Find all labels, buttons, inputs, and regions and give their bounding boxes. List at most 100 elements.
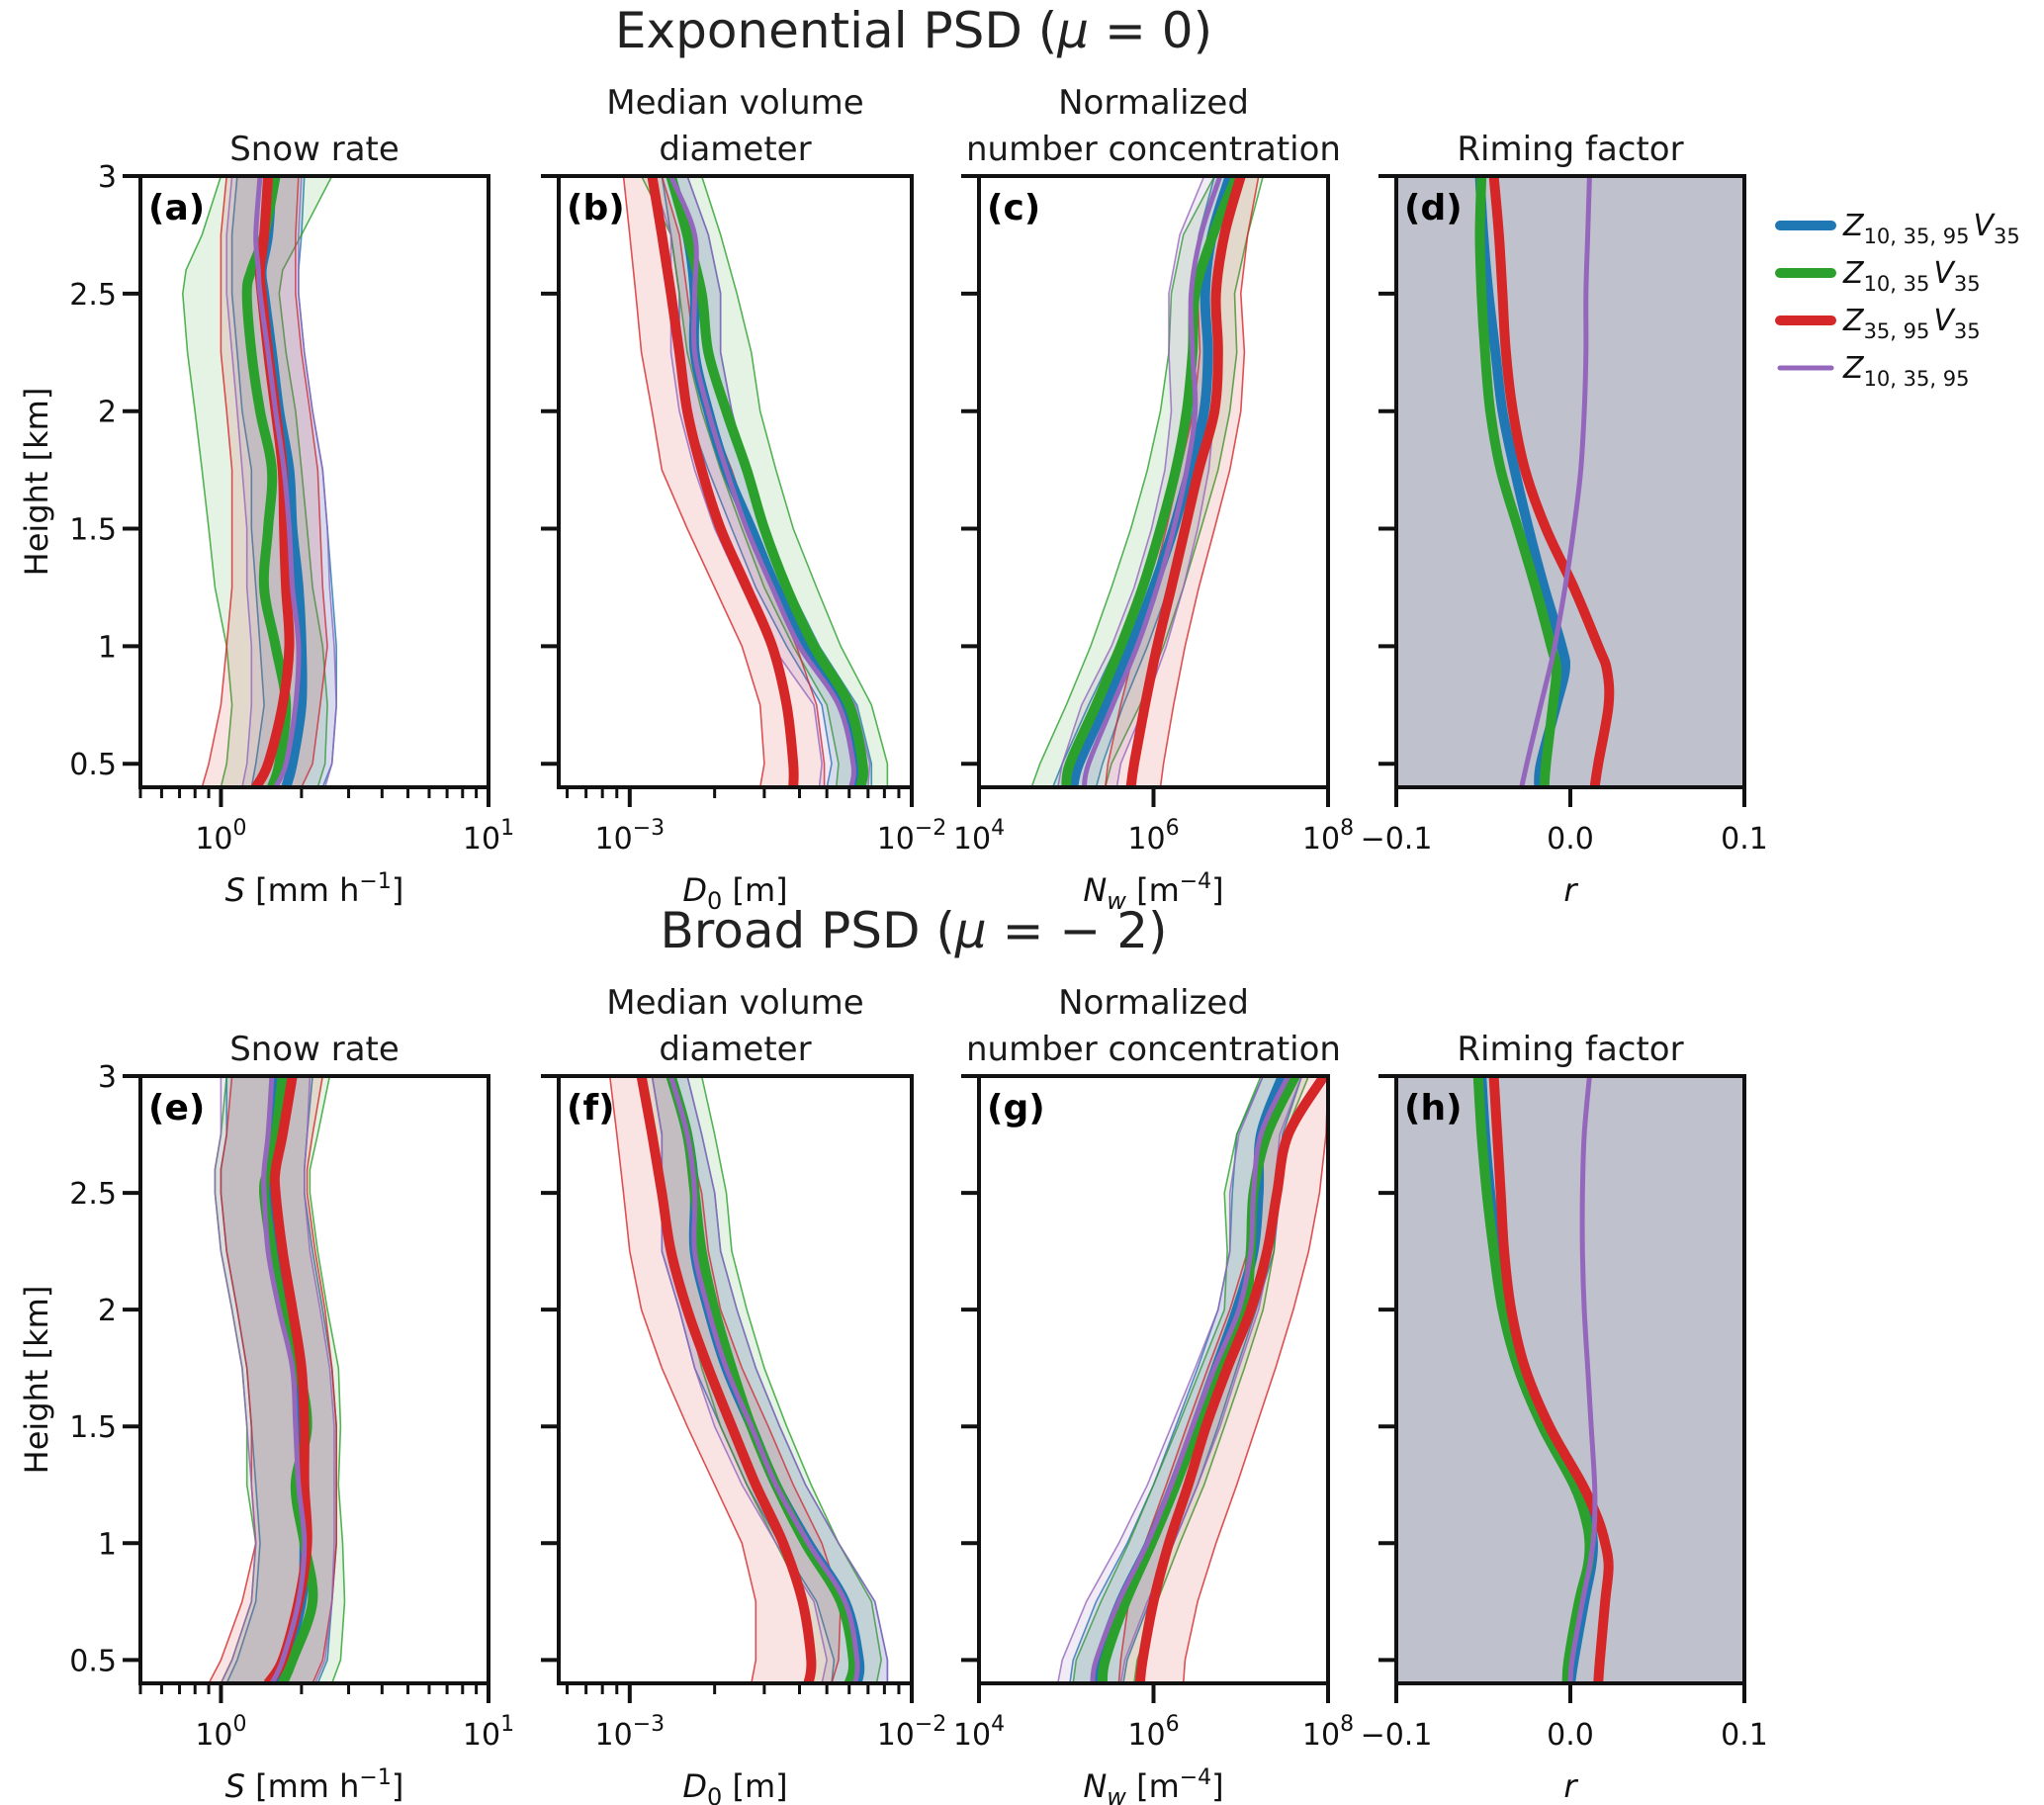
tick-exponent: −3	[633, 816, 665, 841]
plot-background	[1396, 176, 1744, 787]
x-label-subscript: w	[1107, 887, 1126, 915]
legend-v: V	[1933, 256, 1956, 291]
tick-exponent: 1	[500, 1712, 514, 1737]
panel-title: Snow rate	[229, 1030, 400, 1069]
median-line-Z10_35_95	[1567, 1076, 1598, 1683]
panel-title: Normalized	[1058, 83, 1249, 123]
x-label-symbol: S	[225, 1767, 245, 1805]
legend-base: Z	[1842, 304, 1865, 338]
x-tick-label: 101	[463, 1712, 514, 1753]
legend-subscript: 10, 35	[1864, 272, 1930, 296]
panel-letter: (b)	[567, 188, 625, 228]
band-edge-lo-Z10_35_95	[225, 176, 253, 787]
panel-title: number concentration	[966, 1030, 1341, 1069]
tick-base: 10	[1302, 1718, 1340, 1753]
x-label-unit: [mm h	[245, 871, 359, 909]
median-line-Z35_95_V35	[647, 176, 799, 787]
x-tick-label: 104	[953, 816, 1005, 857]
panel-letter: (e)	[148, 1088, 205, 1128]
panel-d: −0.1 0.0 0.1 r Riming factor (d)	[1361, 130, 1768, 909]
panel-letter: (g)	[987, 1088, 1045, 1128]
tick-base: 10	[877, 1718, 915, 1753]
plot-frame	[557, 174, 914, 789]
x-axis-label: S [mm h−1]	[225, 869, 404, 909]
band-Z10_35_95	[652, 1076, 888, 1683]
band-edge-lo-Z10_35_V35	[1030, 176, 1215, 787]
legend-subscript: 35, 95	[1864, 319, 1930, 343]
y-tick-label: 2	[98, 1294, 117, 1328]
x-tick-label: 0.0	[1547, 822, 1594, 857]
x-tick-label: 100	[195, 816, 246, 857]
x-tick-label: 108	[1302, 816, 1354, 857]
band-edge-lo-Z10_35_95_V35	[230, 176, 265, 787]
panel-title: Riming factor	[1457, 1030, 1683, 1069]
plot-area	[181, 176, 338, 787]
x-tick-label: −0.1	[1361, 1718, 1433, 1753]
band-edge-hi-Z10_35_V35	[700, 176, 889, 787]
median-line-Z35_95_V35	[636, 1076, 817, 1683]
median-line-Z10_35_95	[668, 1076, 860, 1683]
band-edge-hi-Z35_95_V35	[1182, 1076, 1328, 1683]
band-Z10_35_95_V35	[1069, 1076, 1302, 1683]
band-edge-lo-Z10_35_V35	[1072, 1076, 1262, 1683]
x-label-end: ]	[1211, 871, 1223, 909]
y-tick-label: 2	[98, 396, 117, 430]
x-label-end: ]	[392, 1767, 403, 1805]
legend-v-subscript: 35	[1994, 225, 2020, 248]
median-line-Z10_35_95	[1081, 176, 1223, 787]
y-tick-label: 1.5	[69, 1410, 117, 1445]
panel-letter: (c)	[987, 188, 1040, 228]
x-tick-label: −0.1	[1361, 822, 1433, 857]
x-axis-label: r	[1563, 871, 1578, 909]
legend-label-Z10_35_95: Z10, 35, 95	[1842, 351, 1969, 391]
panel-letter: (a)	[148, 188, 205, 228]
tick-base: 10	[1127, 1718, 1165, 1753]
x-tick-label: 10−2	[877, 816, 947, 857]
band-edge-lo-Z35_95_V35	[608, 1076, 757, 1683]
x-tick-label: 101	[463, 816, 514, 857]
y-tick-label: 0.5	[69, 748, 117, 782]
row-title-suffix: = 0)	[1089, 2, 1212, 59]
tick-exponent: 6	[1166, 816, 1180, 841]
tick-exponent: −2	[915, 816, 946, 841]
tick-base: 10	[1127, 822, 1165, 857]
x-label-symbol: S	[225, 871, 245, 909]
median-line-Z35_95_V35	[1125, 176, 1246, 787]
x-label-end: ]	[392, 871, 403, 909]
x-tick-label: 104	[953, 1712, 1005, 1753]
x-label-symbol: r	[1563, 1767, 1578, 1805]
x-label-subscript: w	[1107, 1783, 1126, 1805]
median-line-Z35_95_V35	[1488, 176, 1615, 787]
y-tick-label: 3	[98, 1060, 117, 1095]
tick-exponent: 4	[991, 1712, 1005, 1737]
row-title-mu: μ	[1056, 2, 1089, 59]
median-line-Z10_35_V35	[666, 176, 868, 787]
legend-subscript: 10, 35, 95	[1864, 225, 1970, 248]
median-line-Z10_35_95	[261, 1076, 308, 1683]
legend-label-Z10_35_95_V35: Z10, 35, 95 V35	[1842, 209, 2020, 248]
band-Z10_35_95	[1057, 1076, 1302, 1683]
x-label-symbol: N	[1083, 871, 1107, 909]
legend-v: V	[1933, 304, 1956, 338]
x-label-symbol: D	[682, 1767, 707, 1805]
x-axis-label: D0 [m]	[682, 1767, 787, 1805]
tick-exponent: 0	[233, 816, 247, 841]
band-edge-hi-Z10_35_V35	[309, 1076, 346, 1683]
band-edge-lo-Z10_35_95_V35	[1069, 1076, 1265, 1683]
legend-v-subscript: 35	[1954, 272, 1981, 296]
x-tick-label: 0.0	[1547, 1718, 1594, 1753]
x-label-symbol: r	[1563, 871, 1578, 909]
tick-exponent: 8	[1340, 816, 1354, 841]
plot-area	[1474, 176, 1615, 787]
band-edge-hi-Z10_35_V35	[700, 1076, 883, 1683]
x-label-subscript: 0	[707, 1783, 722, 1805]
band-edge-lo-Z35_95_V35	[208, 1076, 257, 1683]
legend-v: V	[1973, 209, 1996, 243]
band-edge-lo-Z10_35_V35	[181, 176, 233, 787]
x-tick-label: 106	[1127, 1712, 1179, 1753]
y-axis-label: Height [km]	[18, 388, 55, 577]
legend-label-Z10_35_V35: Z10, 35 V35	[1842, 256, 1981, 296]
